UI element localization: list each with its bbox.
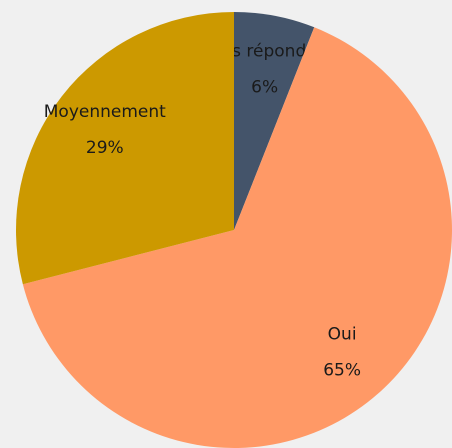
slice-value-label: 65%: [323, 361, 361, 381]
pie-slice: [234, 12, 315, 230]
slice-label: Moyennement: [44, 102, 166, 122]
pie-slice: [16, 12, 234, 285]
pie-slice: [22, 27, 452, 448]
slice-value-label: 29%: [86, 138, 124, 158]
slice-label: Oui: [328, 325, 357, 345]
slice-label: Pas répondu: [212, 41, 317, 61]
slice-value-label: 6%: [251, 77, 278, 97]
